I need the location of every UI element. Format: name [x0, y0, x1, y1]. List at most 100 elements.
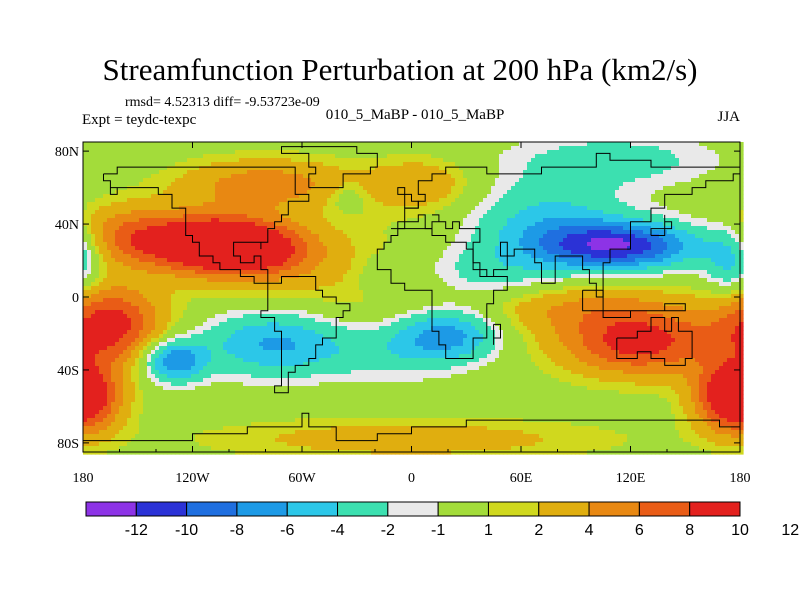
field-cell — [119, 202, 124, 207]
field-cell — [147, 374, 152, 379]
field-cell — [243, 378, 248, 383]
field-cell — [251, 194, 256, 199]
field-cell — [163, 194, 168, 199]
field-cell — [159, 406, 164, 411]
field-cell — [255, 386, 260, 391]
field-cell — [99, 402, 104, 407]
field-cell — [319, 230, 324, 235]
field-cell — [151, 262, 156, 267]
field-cell — [267, 446, 272, 451]
field-cell — [83, 194, 88, 199]
field-cell — [191, 218, 196, 223]
field-cell — [263, 402, 268, 407]
field-cell — [203, 426, 208, 431]
field-cell — [191, 402, 196, 407]
field-cell — [287, 346, 292, 351]
field-cell — [215, 382, 220, 387]
field-cell — [299, 194, 304, 199]
field-cell — [111, 226, 116, 231]
field-cell — [159, 374, 164, 379]
field-cell — [319, 426, 324, 431]
field-cell — [143, 250, 148, 255]
field-cell — [223, 418, 228, 423]
field-cell — [319, 198, 324, 203]
field-cell — [311, 190, 316, 195]
field-cell — [299, 226, 304, 231]
field-cell — [203, 414, 208, 419]
field-cell — [95, 158, 100, 163]
field-cell — [135, 370, 140, 375]
field-cell — [183, 294, 188, 299]
field-cell — [171, 314, 176, 319]
field-cell — [227, 234, 232, 239]
field-cell — [183, 306, 188, 311]
field-cell — [119, 174, 124, 179]
field-cell — [159, 322, 164, 327]
field-cell — [315, 330, 320, 335]
field-cell — [151, 238, 156, 243]
field-cell — [243, 154, 248, 159]
field-cell — [315, 154, 320, 159]
field-cell — [107, 398, 112, 403]
field-cell — [115, 338, 120, 343]
field-cell — [223, 414, 228, 419]
field-cell — [251, 374, 256, 379]
field-cell — [335, 422, 340, 427]
field-cell — [167, 314, 172, 319]
field-cell — [219, 386, 224, 391]
field-cell — [255, 178, 260, 183]
field-cell — [95, 202, 100, 207]
field-cell — [263, 150, 268, 155]
field-cell — [131, 290, 136, 295]
field-cell — [247, 406, 252, 411]
field-cell — [199, 218, 204, 223]
field-cell — [251, 314, 256, 319]
field-cell — [83, 330, 88, 335]
field-cell — [223, 430, 228, 435]
field-cell — [87, 378, 92, 383]
field-cell — [87, 142, 92, 147]
field-cell — [275, 258, 280, 263]
field-cell — [331, 142, 336, 147]
field-cell — [135, 394, 140, 399]
field-cell — [275, 166, 280, 171]
field-cell — [103, 286, 108, 291]
field-cell — [179, 166, 184, 171]
field-cell — [299, 350, 304, 355]
field-cell — [255, 422, 260, 427]
field-cell — [327, 434, 332, 439]
field-cell — [335, 330, 340, 335]
field-cell — [331, 358, 336, 363]
field-cell — [99, 250, 104, 255]
field-cell — [83, 386, 88, 391]
field-cell — [235, 374, 240, 379]
field-cell — [331, 366, 336, 371]
field-cell — [311, 202, 316, 207]
field-cell — [219, 294, 224, 299]
field-cell — [131, 286, 136, 291]
field-cell — [283, 206, 288, 211]
field-cell — [219, 234, 224, 239]
field-cell — [175, 222, 180, 227]
field-cell — [123, 246, 128, 251]
field-cell — [239, 158, 244, 163]
field-cell — [191, 390, 196, 395]
field-cell — [255, 330, 260, 335]
field-cell — [135, 346, 140, 351]
field-cell — [319, 194, 324, 199]
field-cell — [227, 378, 232, 383]
field-cell — [271, 410, 276, 415]
field-cell — [251, 270, 256, 275]
field-cell — [191, 362, 196, 367]
field-cell — [247, 250, 252, 255]
field-cell — [331, 402, 336, 407]
field-cell — [211, 306, 216, 311]
field-cell — [123, 158, 128, 163]
field-cell — [315, 162, 320, 167]
field-cell — [135, 258, 140, 263]
field-cell — [247, 354, 252, 359]
field-cell — [111, 426, 116, 431]
field-cell — [259, 410, 264, 415]
field-cell — [175, 250, 180, 255]
field-cell — [119, 166, 124, 171]
